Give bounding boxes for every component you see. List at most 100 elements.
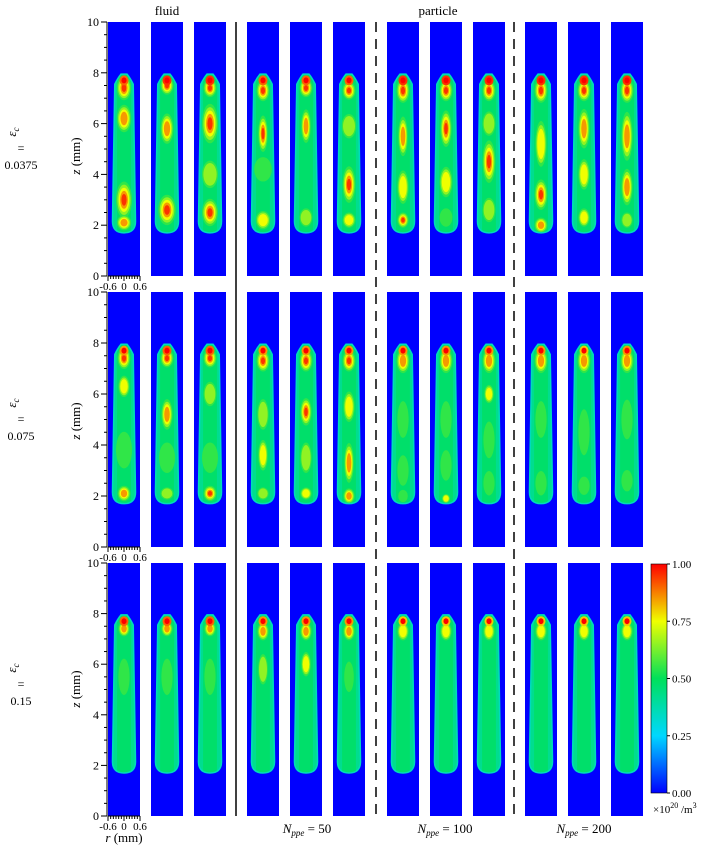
- y-tick-label: 10: [87, 556, 99, 570]
- streamer-tip-core: [486, 77, 492, 84]
- streamer-tip-core: [207, 347, 213, 354]
- density-peak: [341, 113, 357, 139]
- density-peak: [534, 179, 548, 210]
- y-tick-label: 4: [93, 438, 99, 452]
- colorbar-tick-label: 1.00: [672, 559, 692, 571]
- colorbar-tick-label: 0.50: [672, 674, 692, 686]
- density-peak: [300, 487, 312, 500]
- streamer-edge: [293, 73, 319, 234]
- density-peak: [203, 485, 217, 502]
- streamer-body: [529, 344, 553, 504]
- panel-r1-c6: [387, 292, 419, 547]
- panel-r2-c9: [525, 563, 557, 816]
- streamer-edge: [433, 343, 459, 505]
- density-peak: [204, 658, 216, 696]
- streamer-edge: [614, 73, 640, 234]
- density-peak: [258, 439, 268, 471]
- y-axis-label-1: z (mm): [68, 402, 83, 440]
- y-tick-label: 8: [93, 607, 99, 621]
- x-tick-label: 0.6: [133, 281, 147, 293]
- streamer-edge: [293, 614, 319, 774]
- density-peak: [535, 401, 547, 438]
- colorbar-ticks: 1.00 0.75 0.50 0.25 0.00: [667, 559, 692, 800]
- y-axis-label-0: z (mm): [68, 137, 83, 175]
- density-peak: [578, 409, 590, 456]
- density-peak: [160, 487, 174, 500]
- density-peak: [397, 401, 409, 438]
- streamer-edge: [250, 614, 276, 774]
- streamer-edge: [571, 343, 597, 505]
- streamer-core: [482, 614, 496, 773]
- streamer-body: [391, 614, 415, 773]
- panel-r0-c10: [568, 22, 600, 276]
- streamer-body: [155, 74, 179, 233]
- density-peak: [161, 399, 173, 430]
- row-label-1-eq: =: [18, 412, 25, 426]
- streamer-edge: [390, 343, 416, 505]
- streamer-edge: [528, 73, 554, 234]
- density-peak: [397, 170, 409, 204]
- density-peak: [116, 215, 132, 231]
- row-label-0: εc = 0.0375: [4, 127, 38, 172]
- streamer-tip-core: [346, 347, 352, 354]
- panel-r1-c5: [333, 292, 365, 547]
- streamer-edge: [250, 343, 276, 505]
- density-peak: [203, 381, 217, 407]
- density-peak: [621, 168, 633, 206]
- density-peak: [621, 212, 633, 228]
- panel-r1-c11: [611, 292, 643, 547]
- density-peak: [160, 113, 174, 144]
- panel-r0-c6: [387, 22, 419, 276]
- panel-r0-c1: [151, 22, 183, 276]
- streamer-edge: [336, 614, 362, 774]
- density-peak: [257, 487, 269, 500]
- panel-r1-c2: [194, 292, 226, 547]
- colorbar-gradient: [650, 563, 668, 794]
- density-peak: [620, 78, 634, 103]
- row-label-0-symbol: εc: [4, 127, 21, 136]
- streamer-edge: [111, 614, 137, 774]
- y-tick-label: 8: [93, 66, 99, 80]
- streamer-body: [337, 74, 361, 233]
- streamer-tip-core: [624, 618, 630, 625]
- streamer-body: [615, 344, 639, 504]
- streamer-edge: [528, 614, 554, 774]
- density-peak: [621, 622, 633, 641]
- streamer-tip-core: [164, 347, 170, 354]
- streamer-body: [572, 614, 596, 773]
- streamer-core: [577, 614, 591, 773]
- density-peak: [301, 109, 311, 143]
- panel-r1-c8: [473, 292, 505, 547]
- density-peak: [117, 485, 131, 502]
- row-label-2-value: 0.15: [11, 694, 32, 708]
- streamer-body: [294, 344, 318, 504]
- density-peak: [439, 166, 453, 198]
- streamer-body: [294, 74, 318, 233]
- density-peak: [535, 471, 547, 496]
- density-peak: [396, 78, 410, 103]
- density-peak: [116, 431, 132, 469]
- panel-r0-c3: [247, 22, 279, 276]
- density-peak: [258, 115, 268, 153]
- panel-r2-c6: [387, 563, 419, 816]
- x-axis-label: r (mm): [105, 830, 142, 845]
- density-peak: [342, 166, 356, 203]
- panel-r1-c7: [430, 292, 462, 547]
- streamer-edge: [154, 73, 180, 234]
- panel-r2-c1: [151, 563, 183, 816]
- streamer-body: [337, 344, 361, 504]
- y-tick-label: 8: [93, 336, 99, 350]
- density-peak: [439, 348, 453, 374]
- y-tick-label: 6: [93, 387, 99, 401]
- streamer-body: [391, 344, 415, 504]
- streamer-tip-core: [538, 347, 544, 354]
- panel-r2-c5: [333, 563, 365, 816]
- density-peak: [534, 78, 548, 103]
- panel-r2-c0: [108, 563, 140, 816]
- streamer-edge: [336, 343, 362, 505]
- streamer-core: [203, 344, 217, 504]
- density-peak: [482, 348, 496, 374]
- density-peak: [255, 210, 271, 230]
- density-peak: [300, 622, 312, 641]
